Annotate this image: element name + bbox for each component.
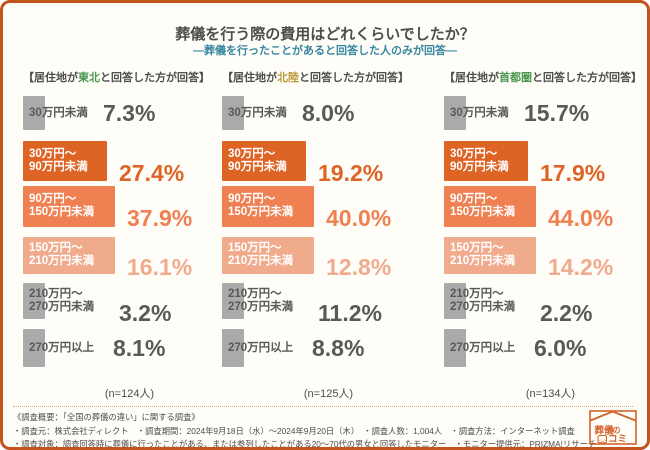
svg-text:⌣‿⌣: ⌣‿⌣ [598,437,607,442]
svg-text:コミ: コミ [608,434,627,445]
